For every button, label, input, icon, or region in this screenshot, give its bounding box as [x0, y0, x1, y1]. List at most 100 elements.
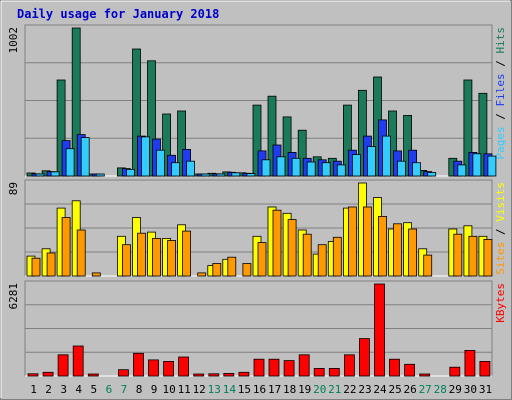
panel-visits-sites: 89 Sites / Visits [7, 179, 507, 277]
bar-pages-day-16 [261, 159, 271, 177]
bar-sites-day-21 [332, 236, 342, 277]
series-kbytes [27, 283, 491, 377]
bar-pages-day-27 [427, 172, 437, 177]
bar-kbytes-day-2 [42, 371, 54, 377]
bar-sites-day-4 [76, 229, 86, 277]
bar-pages-day-22 [351, 154, 361, 177]
x-tick-label: 20 [313, 383, 326, 396]
bar-sites-day-22 [347, 206, 357, 277]
bar-hits-day-3 [56, 79, 66, 177]
bar-sites-day-3 [61, 217, 71, 277]
bar-kbytes-day-23 [358, 338, 370, 377]
bar-kbytes-day-1 [27, 373, 39, 377]
x-axis-day-labels: 1 2 3 4 5 6 7 8 9 10 11 12 13 14 15 16 17 18 19 20 21 22 23 24 2… [30, 383, 492, 396]
bar-pages-day-3 [65, 148, 75, 177]
bar-sites-day-10 [167, 240, 177, 277]
bar-kbytes-day-4 [72, 345, 84, 377]
legend-separator: / [494, 54, 507, 74]
bar-pages-day-26 [412, 162, 422, 177]
bar-kbytes-day-14 [223, 372, 235, 377]
bar-sites-day-1 [31, 257, 41, 277]
panel-legend: Pages / Files / Hits [494, 27, 507, 160]
bar-kbytes-day-8 [133, 352, 144, 377]
bar-sites-day-20 [317, 244, 327, 277]
bar-kbytes-day-3 [57, 354, 69, 377]
bar-kbytes-day-13 [208, 373, 220, 377]
x-tick-label: 9 [151, 383, 158, 396]
bar-sites-day-30 [468, 235, 478, 277]
series-sites [31, 206, 493, 277]
x-tick-label: 3 [60, 383, 67, 396]
bar-kbytes-day-5 [87, 373, 99, 377]
bar-kbytes-day-16 [253, 358, 265, 377]
bar-pages-day-30 [472, 153, 482, 177]
bar-hits-day-19 [297, 129, 307, 177]
x-tick-label: 22 [343, 383, 356, 396]
bar-hits-day-10 [162, 113, 172, 177]
bar-pages-day-7 [126, 168, 135, 177]
bar-pages-day-14 [231, 172, 241, 177]
bar-kbytes-day-7 [118, 369, 129, 377]
x-tick-label: 30 [464, 383, 477, 396]
x-tick-label: 17 [268, 383, 281, 396]
x-tick-label: 23 [358, 383, 371, 396]
legend-separator: / [494, 107, 507, 127]
bar-kbytes-day-29 [449, 366, 461, 377]
x-tick-label: 7 [121, 383, 128, 396]
bar-kbytes-day-19 [298, 354, 310, 377]
x-tick-label: 15 [238, 383, 251, 396]
bar-hits-day-16 [252, 104, 262, 177]
series-visits [26, 182, 488, 277]
bar-sites-day-27 [423, 254, 433, 277]
x-tick-label: 1 [30, 383, 37, 396]
bar-pages-day-8 [141, 136, 150, 177]
bar-sites-day-13 [212, 263, 222, 277]
bar-pages-day-12 [201, 173, 211, 177]
bar-kbytes-day-24 [374, 283, 385, 377]
bar-kbytes-day-31 [479, 360, 491, 377]
x-tick-label: 25 [388, 383, 401, 396]
bar-hits-day-22 [342, 104, 352, 177]
bar-sites-day-14 [227, 256, 237, 277]
legend-visits: Visits [494, 182, 507, 222]
bar-hits-day-23 [357, 89, 367, 177]
bar-kbytes-day-27 [419, 373, 431, 377]
bar-pages-day-29 [457, 164, 467, 177]
bar-sites-day-17 [272, 209, 282, 277]
legend-hits: Hits [494, 27, 507, 54]
x-tick-label: 27 [419, 383, 432, 396]
bar-hits-day-31 [478, 92, 488, 177]
x-tick-label: 31 [479, 383, 492, 396]
bar-pages-day-19 [306, 161, 316, 177]
bar-sites-day-18 [287, 219, 297, 277]
legend-separator: / [494, 222, 507, 242]
bar-kbytes-day-12 [193, 373, 205, 377]
x-tick-label: 12 [193, 383, 206, 396]
bar-pages-day-24 [382, 135, 391, 177]
bar-sites-day-7 [122, 244, 131, 277]
bar-hits-day-8 [132, 48, 141, 177]
chart-title: Daily usage for January 2018 [17, 7, 219, 21]
panel-legend: Sites / Visits [494, 182, 507, 275]
bar-kbytes-day-26 [404, 363, 416, 377]
bar-pages-day-9 [156, 149, 165, 177]
bar-hits-day-18 [282, 116, 292, 177]
legend-pages: Pages [494, 126, 507, 159]
x-tick-label: 28 [434, 383, 447, 396]
bar-pages-day-15 [246, 173, 256, 177]
bar-hits-day-11 [177, 110, 187, 177]
bar-sites-day-25 [393, 223, 402, 277]
bar-sites-day-24 [378, 215, 387, 277]
bar-pages-day-5 [95, 173, 105, 177]
x-tick-label: 2 [45, 383, 52, 396]
bar-sites-day-12 [197, 272, 207, 277]
x-tick-label: 24 [373, 383, 387, 396]
x-tick-label: 29 [449, 383, 462, 396]
bar-hits-day-9 [147, 60, 156, 177]
bar-sites-day-23 [362, 206, 372, 277]
bar-kbytes-day-18 [283, 360, 295, 377]
bar-sites-day-31 [483, 238, 493, 277]
bar-pages-day-2 [50, 171, 60, 177]
bar-pages-day-1 [35, 173, 45, 177]
